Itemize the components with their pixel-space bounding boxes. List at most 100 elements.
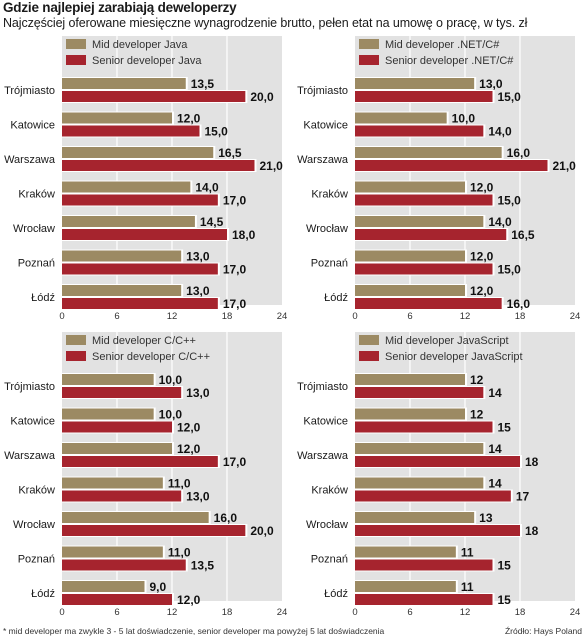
category-label: Trójmiasto [4,85,55,97]
value-label: 13,0 [479,77,503,91]
value-label: 20,0 [250,90,274,104]
bar-senior [62,421,172,433]
panel-dotnet: Mid developer .NET/C# Senior developer .N… [293,34,586,324]
value-label: 13,5 [191,77,215,91]
bar-mid [355,512,475,523]
bar-senior [62,387,182,398]
legend-swatch-senior [66,55,86,65]
chart-subtitle: Najczęściej oferowane miesięczne wynagro… [3,16,528,30]
value-label: 14,0 [488,215,512,229]
bar-senior [62,194,218,206]
category-label: Warszawa [4,450,56,462]
value-label: 12 [470,408,484,422]
value-label: 10,0 [159,373,183,387]
bar-mid [62,112,172,124]
x-tick-label: 0 [352,311,357,322]
legend-swatch-mid [66,335,86,345]
bar-mid [355,181,465,193]
category-label: Łódź [324,588,348,600]
value-label: 14 [488,477,502,491]
x-tick-label: 12 [460,607,471,618]
bar-mid [355,408,465,420]
value-label: 12,0 [177,421,201,435]
x-tick-label: 12 [167,607,178,618]
value-label: 21,0 [260,159,284,173]
value-label: 15,0 [498,90,522,104]
value-label: 12,0 [177,593,201,607]
category-label: Katowice [303,416,348,428]
value-label: 9,0 [150,580,167,594]
bar-senior [355,194,493,206]
bar-senior [355,229,507,240]
bar-senior [62,525,246,536]
bar-mid [355,546,456,558]
bar-mid [355,374,465,385]
bar-mid [62,250,182,262]
bar-mid [355,443,484,454]
bar-senior [62,229,227,240]
bar-senior [62,594,172,605]
bar-senior [62,125,200,137]
value-label: 12,0 [470,284,494,298]
x-tick-label: 24 [570,311,581,322]
value-label: 12,0 [470,250,494,264]
category-label: Poznań [311,554,348,566]
legend-label-mid: Mid developer .NET/C# [385,39,500,51]
value-label: 18 [525,524,539,538]
value-label: 17,0 [223,194,247,208]
bar-chart-4: Mid developer JavaScript Senior developer… [297,332,580,618]
x-tick-label: 12 [167,311,178,322]
value-label: 21,0 [553,159,577,173]
value-label: 14 [488,386,502,400]
bar-senior [355,160,548,171]
bar-senior [62,91,246,102]
value-label: 18 [525,455,539,469]
legend-label-senior: Senior developer .NET/C# [385,55,514,67]
value-label: 16,5 [511,228,535,242]
bar-senior [355,525,520,536]
category-label: Trójmiasto [297,381,348,393]
bar-senior [355,91,493,102]
chart-title: Gdzie najlepiej zarabiają deweloperzy [3,0,237,15]
bar-senior [355,559,493,571]
bar-mid [355,285,465,296]
value-label: 16,0 [507,146,531,160]
category-label: Kraków [18,189,55,201]
x-tick-label: 0 [59,311,64,322]
bar-senior [62,559,186,571]
x-tick-label: 12 [460,311,471,322]
value-label: 15 [498,421,512,435]
bar-senior [355,456,520,467]
bar-senior [355,298,502,309]
category-label: Trójmiasto [4,381,55,393]
category-label: Kraków [311,485,348,497]
footnote: * mid developer ma zwykle 3 - 5 lat dośw… [3,626,385,636]
category-label: Wrocław [306,519,348,531]
x-tick-label: 24 [277,311,288,322]
category-label: Kraków [18,485,55,497]
category-label: Trójmiasto [297,85,348,97]
category-label: Warszawa [297,450,349,462]
x-tick-label: 24 [277,607,288,618]
legend-swatch-mid [359,39,379,49]
value-label: 13,0 [186,284,210,298]
value-label: 11 [461,580,474,594]
bar-mid [62,408,154,420]
bar-senior [355,263,493,275]
value-label: 11,0 [168,477,191,491]
x-tick-label: 0 [352,607,357,618]
value-label: 13 [479,511,493,525]
bar-mid [355,216,484,227]
bar-mid [62,374,154,385]
legend-label-senior: Senior developer Java [92,55,202,67]
x-tick-label: 18 [515,311,526,322]
bar-senior [62,263,218,275]
value-label: 13,0 [186,250,210,264]
value-label: 13,5 [191,559,215,573]
panel-cpp: Mid developer C/C++ Senior developer C/C+… [0,330,293,620]
category-label: Poznań [311,258,348,270]
category-label: Katowice [10,120,55,132]
legend-swatch-mid [66,39,86,49]
x-tick-label: 6 [114,607,119,618]
panel-java: Mid developer Java Senior developer Java T… [0,34,293,324]
